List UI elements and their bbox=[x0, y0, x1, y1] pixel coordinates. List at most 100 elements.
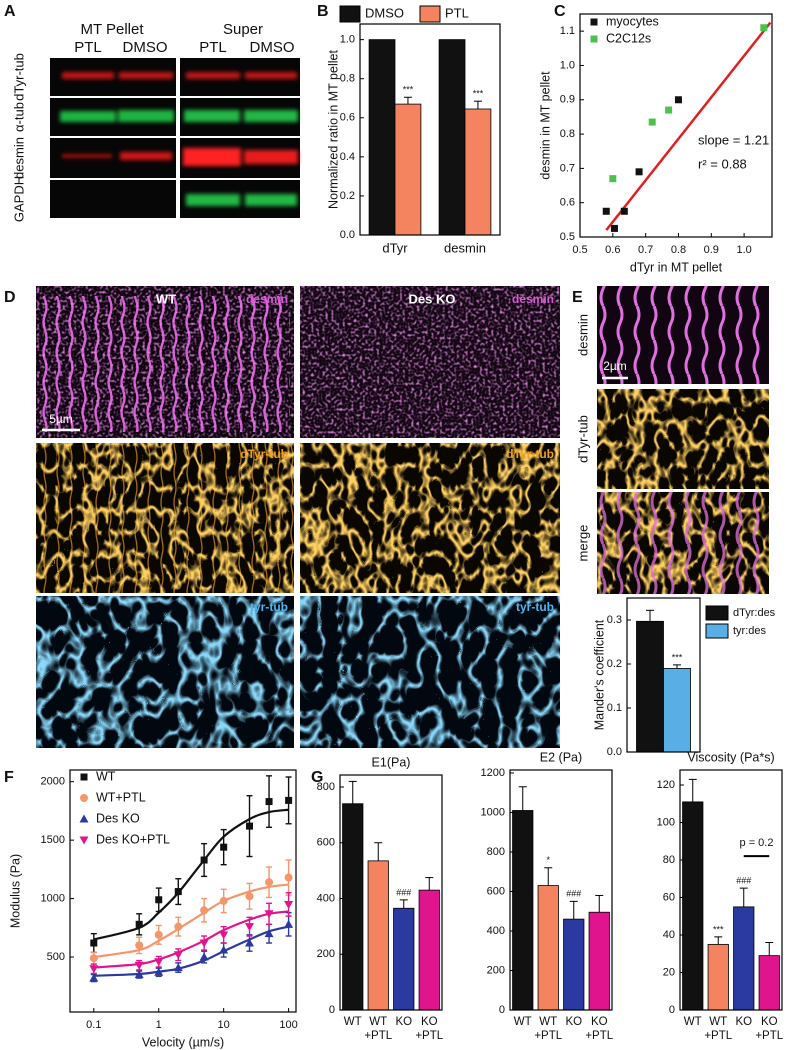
x-tick-label: +PTL bbox=[585, 1030, 613, 1042]
significance: ### bbox=[736, 876, 751, 886]
y-tick-label: 0.2 bbox=[607, 658, 622, 670]
stain-label: desmin bbox=[512, 292, 554, 306]
y-tick-label: 400 bbox=[487, 925, 505, 937]
x-tick-label: WT bbox=[369, 1016, 387, 1028]
marker bbox=[760, 24, 768, 32]
x-tick-label: 0.5 bbox=[572, 244, 587, 256]
row-label: GAPDH bbox=[11, 176, 26, 222]
micrograph-signal bbox=[300, 286, 560, 438]
bar bbox=[707, 943, 729, 1011]
x-tick-label: 1 bbox=[156, 1019, 162, 1031]
legend-label: DMSO bbox=[365, 5, 404, 20]
x-tick-label: KO bbox=[565, 1016, 582, 1028]
x-tick-label: KO bbox=[591, 1016, 608, 1028]
y-tick-label: 800 bbox=[317, 781, 335, 793]
legend-label: tyr:des bbox=[733, 625, 767, 637]
group-label: MT Pellet bbox=[80, 21, 144, 38]
micrograph-grid: WT Des KO desmin desmin dTyr-tub dTyr-tu… bbox=[36, 286, 560, 748]
y-tick-label: 0.6 bbox=[560, 197, 575, 209]
marker bbox=[648, 118, 656, 126]
marker bbox=[134, 970, 144, 979]
bar bbox=[758, 955, 780, 1011]
marker bbox=[590, 35, 598, 43]
bar bbox=[368, 39, 396, 236]
x-tick-label: 0.7 bbox=[638, 244, 653, 256]
marker bbox=[220, 843, 228, 851]
marker bbox=[219, 896, 228, 905]
y-tick-label: 600 bbox=[487, 885, 505, 897]
x-tick-label: KO bbox=[421, 1016, 438, 1028]
x-tick-label: WT bbox=[514, 1016, 532, 1028]
y-tick-label: 80 bbox=[663, 854, 675, 866]
marker bbox=[200, 906, 209, 915]
marker bbox=[174, 922, 183, 931]
genotype-label: WT bbox=[156, 291, 176, 306]
marker bbox=[245, 938, 255, 947]
y-tick-label: 2000 bbox=[41, 776, 65, 788]
fit-line bbox=[605, 21, 772, 231]
stain-label: tyr-tub bbox=[516, 600, 554, 614]
marker bbox=[154, 967, 164, 976]
y-tick-label: 600 bbox=[317, 837, 335, 849]
y-tick-label: 100 bbox=[657, 816, 675, 828]
y-tick-label: 0.4 bbox=[340, 151, 355, 163]
group-label: Super bbox=[223, 21, 263, 38]
x-tick-label: 1.0 bbox=[736, 244, 751, 256]
legend-swatch bbox=[339, 5, 361, 23]
y-tick-label: 0.7 bbox=[560, 162, 575, 174]
stain-label: desmin bbox=[246, 292, 288, 306]
x-tick-label: +PTL bbox=[415, 1030, 443, 1042]
y-tick-label: 0 bbox=[499, 1004, 505, 1016]
plot-frame bbox=[679, 769, 783, 1011]
plot-frame bbox=[579, 13, 773, 238]
y-tick-label: 1000 bbox=[481, 806, 505, 818]
marker bbox=[89, 954, 98, 963]
marker bbox=[635, 168, 643, 176]
marker bbox=[285, 796, 293, 804]
panel-label: G bbox=[311, 769, 323, 786]
marker bbox=[155, 896, 163, 904]
marker bbox=[610, 224, 618, 232]
micrograph-signal bbox=[597, 389, 769, 489]
x-tick-label: WT bbox=[539, 1016, 557, 1028]
x-tick-label: dTyr bbox=[382, 240, 408, 255]
fit-curve bbox=[93, 925, 289, 977]
lane-label: DMSO bbox=[123, 39, 168, 56]
x-tick-label: 0.9 bbox=[704, 244, 719, 256]
panel-label: E bbox=[572, 289, 583, 306]
y-tick-label: 0.3 bbox=[607, 614, 622, 626]
y-axis-label: Modulus (Pa) bbox=[8, 854, 22, 928]
panel-label: A bbox=[4, 3, 16, 20]
marker bbox=[602, 207, 610, 215]
x-tick-label: 10 bbox=[218, 1019, 230, 1031]
x-tick-label: WT bbox=[709, 1016, 727, 1028]
lane-label: DMSO bbox=[250, 39, 295, 56]
marker bbox=[134, 961, 144, 970]
y-tick-label: 0.8 bbox=[340, 73, 355, 85]
bar bbox=[342, 803, 364, 1011]
row-label: desmin bbox=[11, 137, 26, 179]
y-tick-label: 120 bbox=[657, 779, 675, 791]
legend-swatch bbox=[705, 623, 729, 639]
x-tick-label: 100 bbox=[279, 1019, 297, 1031]
x-tick-label: KO bbox=[761, 1016, 778, 1028]
legend-label: WT+PTL bbox=[96, 790, 146, 804]
micrograph-signal bbox=[597, 492, 769, 594]
genotype-label: Des KO bbox=[409, 291, 456, 306]
marker bbox=[79, 814, 89, 823]
x-tick-label: 0.6 bbox=[605, 244, 620, 256]
x-tick-label: +PTL bbox=[704, 1030, 732, 1042]
marker bbox=[89, 973, 99, 982]
bar bbox=[418, 889, 440, 1011]
y-tick-label: 0 bbox=[669, 1004, 675, 1016]
y-tick-label: 0.2 bbox=[340, 190, 355, 202]
marker bbox=[590, 18, 598, 26]
marker bbox=[284, 900, 294, 909]
y-tick-label: 0 bbox=[329, 1004, 335, 1016]
marker bbox=[135, 941, 144, 950]
micrograph-signal bbox=[300, 596, 560, 748]
bar bbox=[512, 810, 534, 1011]
annotation: slope = 1.21 bbox=[698, 132, 769, 147]
marker bbox=[264, 910, 274, 919]
marker bbox=[264, 929, 274, 938]
